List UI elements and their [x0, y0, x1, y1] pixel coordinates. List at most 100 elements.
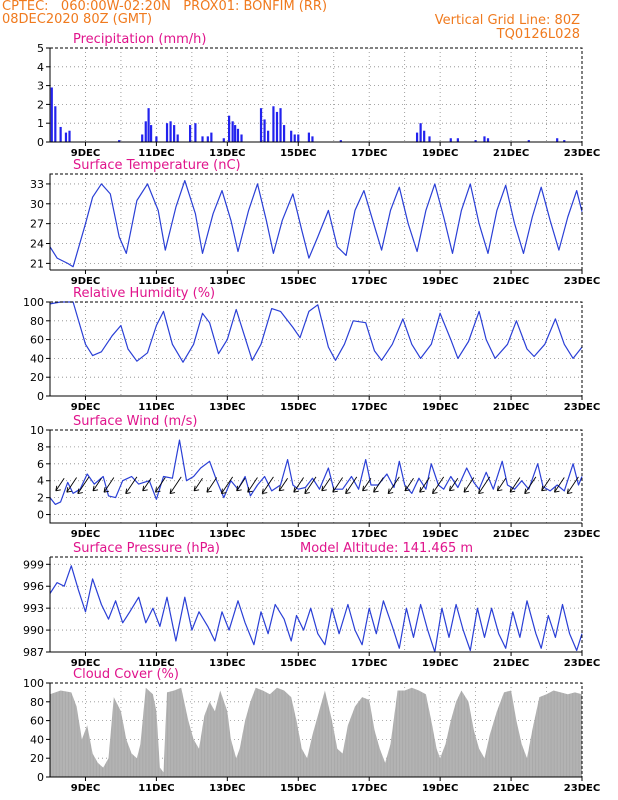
precip-bar — [279, 108, 282, 142]
x-tick-label: 23DEC — [564, 276, 600, 287]
panel-temp: 21 24 27 30 33 9DEC 11DEC 13DEC 15DEC 17DEC 19DEC 2… — [30, 158, 600, 287]
series-line — [49, 301, 583, 363]
y-tick-label: 100 — [23, 296, 44, 309]
x-tick-label: 23DEC — [564, 402, 600, 413]
precip-bar — [275, 111, 279, 142]
precip-bar — [563, 140, 566, 142]
y-tick-label: 20 — [30, 752, 44, 765]
panel-frame — [49, 47, 583, 143]
y-tick-label: 2 — [37, 98, 44, 111]
y-tick-label: 30 — [30, 198, 44, 211]
precip-bar — [483, 136, 486, 142]
y-tick-label: 5 — [37, 42, 44, 55]
x-tick-label: 17DEC — [351, 783, 387, 794]
y-tick-label: 4 — [37, 475, 44, 488]
precip-bar — [272, 106, 275, 142]
x-tick-label: 9DEC — [71, 658, 100, 669]
x-tick-label: 15DEC — [280, 148, 316, 159]
wind-arrow — [155, 477, 166, 493]
x-tick-label: 21DEC — [493, 402, 529, 413]
x-tick-label: 21DEC — [493, 783, 529, 794]
header-grid-line: Vertical Grid Line: 80Z — [434, 13, 580, 28]
precip-bar — [419, 123, 422, 142]
precip-bar — [486, 138, 490, 142]
precip-bar — [149, 125, 153, 142]
series-line — [49, 439, 583, 505]
wind-arrow — [373, 477, 384, 493]
wind-arrow-head — [55, 485, 61, 492]
x-tick-label: 19DEC — [422, 658, 458, 669]
x-tick-label: 11DEC — [138, 783, 174, 794]
y-tick-label: 996 — [23, 580, 44, 593]
wind-arrow — [142, 477, 152, 492]
wind-arrow — [496, 477, 507, 492]
wind-arrow-head — [125, 488, 131, 495]
wind-arrow — [387, 476, 400, 494]
precip-bar — [290, 130, 293, 142]
wind-arrow — [362, 477, 372, 492]
x-tick-label: 19DEC — [422, 148, 458, 159]
wind-arrow-head — [509, 487, 516, 493]
y-tick-label: 4 — [37, 61, 44, 74]
precip-bar — [267, 130, 270, 142]
wind-arrow — [321, 477, 331, 492]
wind-arrow — [449, 477, 459, 492]
x-tick-label: 13DEC — [209, 783, 245, 794]
wind-arrow — [92, 477, 102, 492]
x-tick-label: 19DEC — [422, 529, 458, 540]
wind-arrow — [221, 476, 234, 494]
x-tick-label: 21DEC — [493, 658, 529, 669]
wind-arrow-head — [261, 488, 268, 495]
precip-bar — [64, 132, 68, 142]
precip-bar — [169, 121, 172, 142]
wind-arrow-head — [193, 485, 200, 492]
wind-arrow — [278, 477, 289, 492]
wind-arrow-head — [304, 488, 310, 495]
x-tick-label: 17DEC — [351, 148, 387, 159]
x-tick-label: 9DEC — [71, 402, 100, 413]
wind-arrow — [55, 477, 65, 492]
y-tick-label: 999 — [23, 558, 44, 571]
wind-arrow — [432, 476, 445, 494]
y-tick-label: 40 — [30, 733, 44, 746]
x-tick-label: 23DEC — [564, 783, 600, 794]
wind-arrow — [169, 476, 182, 494]
x-tick-label: 19DEC — [422, 402, 458, 413]
wind-arrow-head — [404, 485, 411, 492]
precip-bar — [118, 140, 121, 142]
panel-cloud: 0 20 40 60 80 100 9DEC 11DEC 13DEC 15DEC 17DEC 19DE… — [23, 667, 600, 794]
panel-title-precipitation-mm-h: Precipitation (mm/h) — [73, 32, 206, 47]
wind-arrow-head — [169, 488, 176, 495]
y-tick-label: 21 — [30, 257, 44, 270]
y-tick-label: 990 — [23, 624, 44, 637]
precip-bar — [188, 125, 192, 142]
panel-title-surface-pressure-hpa: Surface Pressure (hPa) — [73, 541, 220, 556]
x-tick-label: 9DEC — [71, 783, 100, 794]
wind-arrow-head — [77, 488, 83, 495]
precip-bar — [68, 130, 71, 142]
panel-title-surface-temperature-nc: Surface Temperature (nC) — [73, 158, 241, 173]
precip-bar — [293, 134, 296, 142]
y-tick-label: 10 — [30, 424, 44, 437]
x-tick-label: 15DEC — [280, 529, 316, 540]
wind-arrow-head — [247, 487, 253, 493]
wind-arrow-head — [332, 487, 338, 493]
precip-bar — [222, 138, 225, 142]
y-tick-label: 80 — [30, 315, 44, 328]
wind-arrow-head — [463, 487, 470, 493]
wind-arrow — [554, 477, 565, 493]
y-tick-label: 27 — [30, 218, 44, 231]
wind-arrow-head — [221, 488, 227, 495]
wind-arrow — [541, 477, 551, 492]
panel-title-relative-humidity: Relative Humidity (%) — [73, 286, 215, 301]
x-tick-label: 17DEC — [351, 658, 387, 669]
wind-arrow-head — [449, 485, 455, 492]
precip-bar — [428, 136, 431, 142]
y-tick-label: 0 — [37, 390, 44, 403]
precip-bar — [259, 108, 263, 142]
y-tick-label: 0 — [37, 771, 44, 784]
wind-arrow — [293, 477, 304, 493]
x-tick-label: 11DEC — [138, 148, 174, 159]
precip-bar — [165, 123, 169, 142]
